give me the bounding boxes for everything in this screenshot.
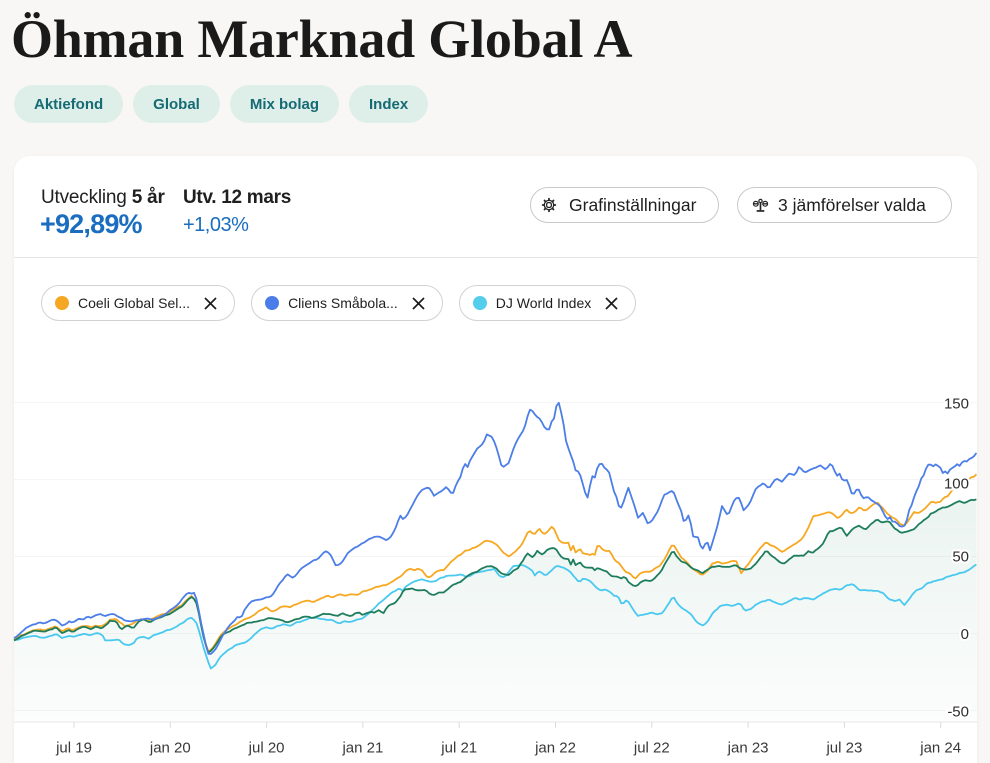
svg-text:jan 22: jan 22 bbox=[534, 740, 576, 757]
svg-text:jul 19: jul 19 bbox=[55, 740, 92, 757]
svg-text:-50: -50 bbox=[947, 704, 969, 721]
svg-text:jan 21: jan 21 bbox=[341, 740, 383, 757]
svg-text:jan 20: jan 20 bbox=[149, 740, 191, 757]
svg-text:jul 23: jul 23 bbox=[825, 740, 862, 757]
svg-text:jan 24: jan 24 bbox=[919, 740, 961, 757]
svg-text:jul 22: jul 22 bbox=[633, 740, 670, 757]
svg-text:jul 21: jul 21 bbox=[440, 740, 477, 757]
svg-text:0: 0 bbox=[961, 626, 969, 643]
svg-text:100: 100 bbox=[944, 476, 969, 493]
svg-text:jan 23: jan 23 bbox=[727, 740, 769, 757]
svg-text:50: 50 bbox=[952, 549, 969, 566]
svg-text:150: 150 bbox=[944, 396, 969, 413]
svg-text:jul 20: jul 20 bbox=[248, 740, 285, 757]
